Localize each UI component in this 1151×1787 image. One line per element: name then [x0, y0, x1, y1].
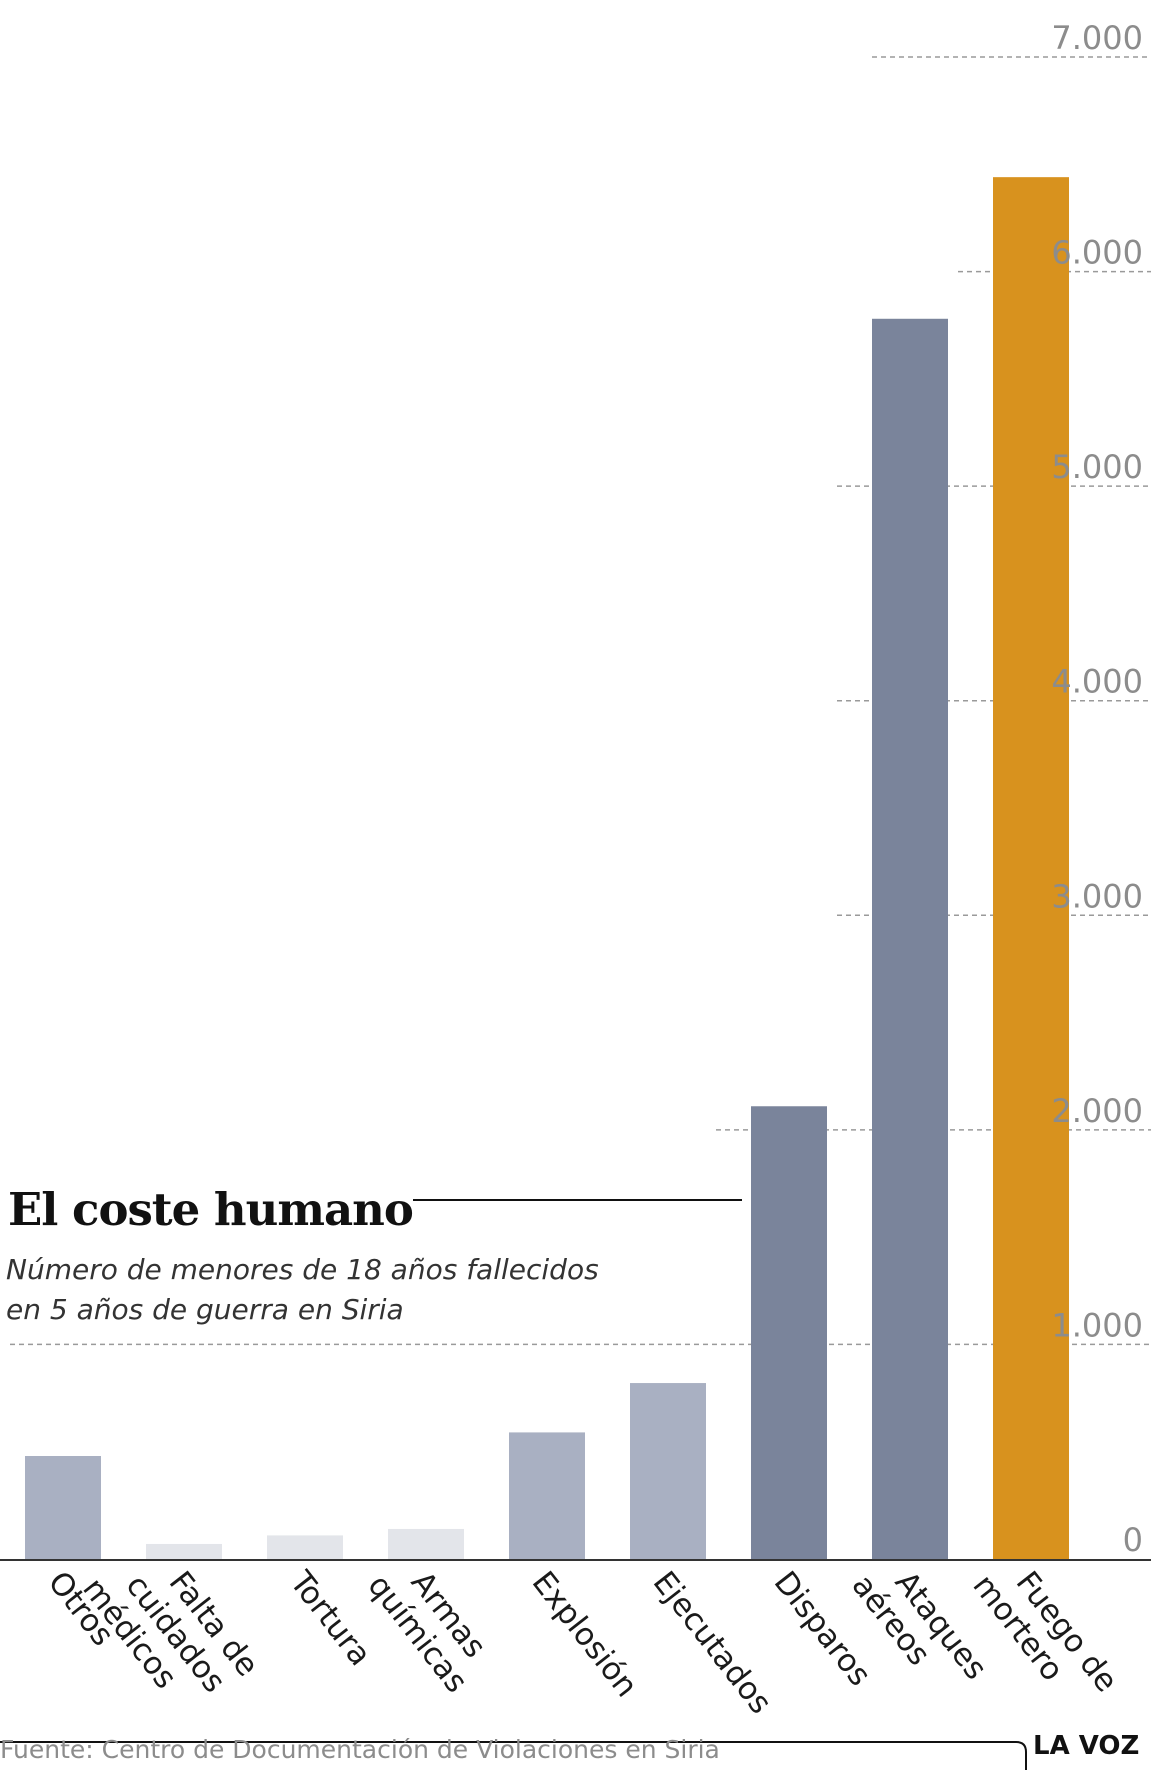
- gridlines: [10, 56, 1151, 1346]
- bar: [993, 177, 1069, 1559]
- x-category-label: Ataquesaéreos: [845, 1546, 994, 1709]
- x-category-label: Ejecutados: [646, 1565, 779, 1721]
- bar: [630, 1383, 706, 1559]
- bar: [267, 1535, 343, 1559]
- x-tick-label: Armasquímicas: [361, 1546, 503, 1700]
- x-category-label: Fuego demortero: [966, 1546, 1125, 1721]
- y-tick-label: 6.000: [1051, 234, 1143, 272]
- x-tick-line: Explosión: [525, 1565, 645, 1704]
- x-tick-label: Tortura: [282, 1564, 378, 1673]
- y-tick-label: 5.000: [1051, 448, 1143, 486]
- source-note: Fuente: Centro de Documentación de Viola…: [0, 1735, 720, 1764]
- x-category-label: Explosión: [525, 1565, 645, 1704]
- title-connector: [397, 1199, 742, 1226]
- x-tick-label: Ataquesaéreos: [845, 1546, 994, 1709]
- bar: [509, 1432, 585, 1559]
- x-tick-label: Ejecutados: [646, 1565, 779, 1721]
- chart-subtitle: Número de menores de 18 años fallecidos …: [6, 1250, 606, 1330]
- y-tick-label: 1.000: [1051, 1306, 1143, 1344]
- x-category-label: Armasquímicas: [361, 1546, 503, 1700]
- y-tick-label: 3.000: [1051, 877, 1143, 915]
- bar: [872, 318, 948, 1560]
- y-tick-label: 2.000: [1051, 1092, 1143, 1130]
- y-axis-ticks: 0 1.000 2.000 3.000 4.000 5.000 6.000 7.000: [1051, 19, 1143, 1559]
- x-tick-label: Fuego demortero: [966, 1546, 1125, 1721]
- subtitle-line: en 5 años de guerra en Siria: [6, 1293, 404, 1326]
- bar: [25, 1456, 101, 1559]
- x-tick-label: Explosión: [525, 1565, 645, 1704]
- bar: [388, 1528, 464, 1559]
- chart-title: El coste humano: [8, 1183, 414, 1236]
- bars: [25, 177, 1069, 1560]
- bar: [751, 1106, 827, 1559]
- x-tick-line: Tortura: [282, 1564, 378, 1673]
- subtitle-line: Número de menores de 18 años fallecidos: [6, 1253, 599, 1286]
- bar: [146, 1543, 222, 1559]
- y-tick-label: 4.000: [1051, 663, 1143, 701]
- x-tick-line: Ejecutados: [646, 1565, 779, 1721]
- footer-rule: [0, 1741, 1027, 1770]
- brand-logo: LA VOZ: [1033, 1731, 1140, 1761]
- y-tick-label: 7.000: [1051, 19, 1143, 57]
- x-category-label: Tortura: [282, 1564, 378, 1673]
- y-tick-label: 0: [1123, 1521, 1143, 1559]
